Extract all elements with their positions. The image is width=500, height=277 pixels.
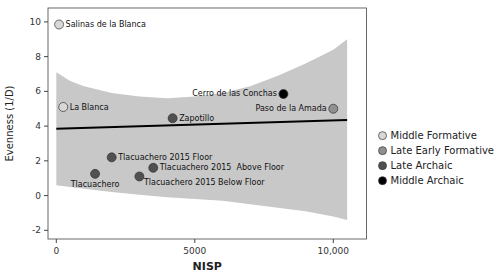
point-labels: Salinas de la Blanca La Blanca Paso de la …	[66, 20, 327, 189]
x-tick-label: 5000	[183, 246, 206, 256]
chart: Middle Formative Late Early Formative Late…	[0, 0, 500, 277]
point	[149, 163, 158, 172]
y-tick	[44, 91, 48, 92]
point-label: Tlacuachero 2015 Above Floor	[159, 163, 285, 172]
point-label: Tlacuachero	[70, 180, 120, 189]
y-tick	[44, 21, 48, 22]
plot-area	[55, 20, 348, 220]
x-tick	[194, 239, 195, 243]
x-tick-label: 0	[53, 246, 59, 256]
x-tick	[56, 239, 57, 243]
point-label: Salinas de la Blanca	[66, 20, 146, 29]
point-label: Zapotillo	[179, 114, 214, 123]
x-axis-label: NISP	[193, 260, 222, 273]
x-tick-label: 10,000	[318, 246, 350, 256]
legend-swatch	[379, 162, 387, 170]
y-tick-label: -2	[32, 225, 41, 235]
y-tick	[44, 56, 48, 57]
legend-swatch	[379, 177, 387, 185]
y-tick	[44, 230, 48, 231]
legend: Middle Formative Late Early Formative Late…	[379, 130, 494, 186]
y-tick-label: 10	[30, 17, 42, 27]
y-tick-label: 4	[35, 121, 41, 131]
y-tick-label: 0	[35, 191, 41, 201]
y-tick	[44, 195, 48, 196]
legend-label: Late Early Formative	[391, 145, 494, 156]
point-label: Tlacuachero 2015 Floor	[117, 153, 213, 162]
point	[279, 89, 288, 98]
legend-label: Middle Archaic	[391, 175, 464, 186]
point-label: Tlacuachero 2015 Below Floor	[143, 178, 265, 187]
y-axis-label: Evenness (1/D)	[4, 85, 15, 161]
axes: 0 5000 10,000 -2 0 2 4 6 8 10	[30, 17, 350, 256]
point-label: La Blanca	[70, 103, 109, 112]
legend-swatch	[379, 132, 387, 140]
y-tick-label: 6	[35, 86, 41, 96]
legend-label: Middle Formative	[391, 130, 477, 141]
point	[59, 103, 68, 112]
point	[329, 104, 338, 113]
y-tick-label: 2	[35, 156, 41, 166]
legend-label: Late Archaic	[391, 160, 453, 171]
x-tick	[333, 239, 334, 243]
point	[107, 153, 116, 162]
y-tick	[44, 160, 48, 161]
point-label: Cerro de las Conchas	[192, 89, 277, 98]
legend-swatch	[379, 147, 387, 155]
point	[91, 169, 100, 178]
point	[135, 172, 144, 181]
confidence-band	[56, 39, 347, 220]
point-label: Paso de la Amada	[255, 104, 326, 113]
plot-frame	[48, 8, 367, 239]
point	[55, 20, 64, 29]
y-tick-label: 8	[35, 52, 41, 62]
point	[168, 114, 177, 123]
y-tick	[44, 126, 48, 127]
